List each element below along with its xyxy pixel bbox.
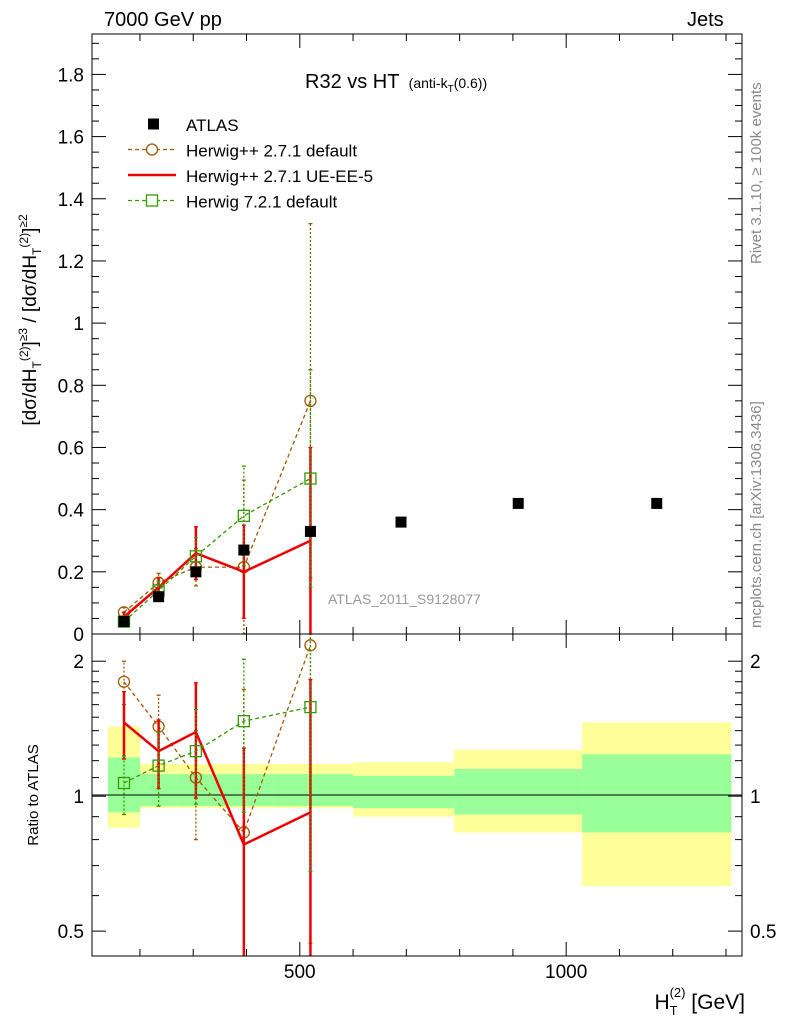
legend-label-atlas: ATLAS — [186, 116, 239, 135]
legend-marker-0 — [145, 143, 159, 156]
ratio-band-green — [582, 754, 732, 833]
ratio-series-2-point — [304, 700, 317, 714]
ratio-tick-label-right: 1 — [750, 787, 761, 808]
ratio-band-green — [454, 768, 583, 815]
ratio-series-2-point — [237, 715, 250, 728]
legend: ATLAS Herwig++ 2.7.1 default Herwig++ 2.7.… — [128, 116, 373, 212]
y-tick-label: 0.8 — [58, 376, 84, 397]
atlas-data-point — [512, 497, 524, 509]
y-tick-label: 0.4 — [58, 501, 85, 522]
legend-label-2: Herwig 7.2.1 default — [186, 193, 337, 212]
atlas-data-point — [651, 497, 663, 509]
ratio-ylabel: Ratio to ATLAS — [25, 744, 42, 845]
x-axis-label: HT(2) [GeV] — [654, 985, 745, 1018]
ratio-tick-label-right: 0.5 — [750, 922, 776, 943]
analysis-tag: ATLAS_2011_S9128077 — [328, 591, 481, 607]
main-series-2-point — [189, 550, 203, 563]
ratio-tick-label: 1 — [73, 787, 84, 808]
x-tick-label: 500 — [284, 962, 316, 983]
y-tick-label: 0 — [73, 625, 84, 646]
header-left: 7000 GeV pp — [104, 9, 222, 31]
y-tick-label: 0.6 — [58, 438, 84, 459]
atlas-data-point — [190, 566, 202, 578]
side-rivet: Rivet 3.1.10, ≥ 100k events — [748, 82, 765, 264]
ratio-band-green — [273, 774, 354, 807]
main-series-1-line — [123, 539, 311, 618]
main-ylabel: [dσ/dHT(2)]≥3 / [dσ/dHT(2)]≥2 — [16, 214, 44, 426]
main-series-2-point — [304, 472, 317, 485]
ratio-tick-label: 2 — [73, 652, 84, 673]
y-tick-label: 1.8 — [58, 65, 84, 86]
y-tick-label: 1.6 — [58, 128, 84, 149]
ratio-series-2-line — [123, 706, 311, 784]
atlas-data-point — [153, 591, 165, 603]
ratio-series-2-point — [152, 759, 165, 772]
main-series-2-line — [123, 477, 311, 623]
ratio-frame — [91, 633, 743, 957]
legend-label-1: Herwig++ 2.7.1 UE-EE-5 — [186, 167, 373, 186]
atlas-data-point — [238, 544, 250, 556]
legend-marker-2 — [145, 194, 159, 207]
atlas-data-point — [304, 525, 316, 537]
y-tick-label: 1.4 — [58, 190, 85, 211]
ratio-series-2-point — [189, 745, 203, 758]
legend-marker-atlas — [148, 118, 159, 130]
atlas-data-point — [118, 616, 130, 628]
main-series-0-line — [123, 400, 312, 613]
main-title: R32 vs HT (anti-kT(0.6)) — [305, 71, 487, 95]
side-mcplots: mcplots.cern.ch [arXiv:1306.3436] — [748, 401, 765, 628]
header-right: Jets — [687, 9, 724, 31]
ratio-band-green — [353, 775, 455, 809]
ratio-series-2-point — [117, 776, 131, 790]
y-tick-label: 1.2 — [58, 252, 84, 273]
x-tick-label: 1000 — [545, 962, 587, 983]
ratio-tick-label-right: 2 — [750, 652, 761, 673]
ratio-tick-label: 0.5 — [58, 922, 84, 943]
main-series-2-point — [237, 509, 250, 523]
ratio-series-0-point — [117, 675, 131, 688]
y-tick-label: 0.2 — [58, 563, 84, 584]
legend-label-0: Herwig++ 2.7.1 default — [186, 142, 357, 161]
atlas-data-point — [395, 516, 407, 528]
y-tick-label: 1 — [73, 314, 84, 335]
